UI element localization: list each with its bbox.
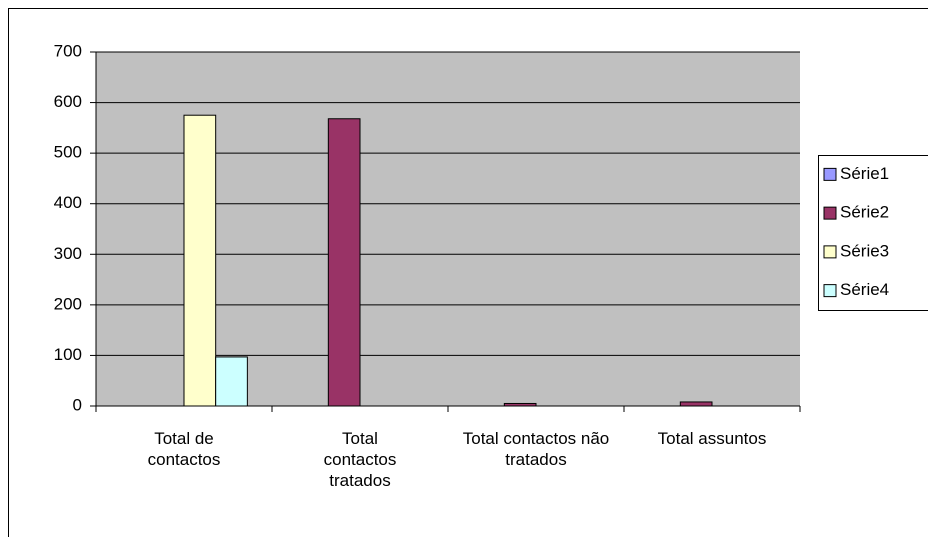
legend-label: Série4 xyxy=(840,280,889,299)
y-tick-label: 300 xyxy=(54,244,82,263)
legend-label: Série1 xyxy=(840,164,889,183)
bar xyxy=(503,402,537,407)
x-tick-label: Total contactos tratados xyxy=(323,429,397,490)
y-tick-label: 100 xyxy=(54,345,82,364)
x-tick-label: Total contactos não tratados xyxy=(462,429,610,469)
y-tick-label: 400 xyxy=(54,193,82,212)
bar xyxy=(215,356,248,407)
y-tick-label: 0 xyxy=(73,395,82,414)
x-tick-label: Total de contactos xyxy=(147,429,221,469)
y-tick-label: 500 xyxy=(54,143,82,162)
legend-box xyxy=(818,155,928,311)
bar xyxy=(183,114,217,407)
y-tick-label: 200 xyxy=(54,294,82,313)
legend-swatch xyxy=(823,167,837,181)
bar xyxy=(327,118,361,407)
legend-swatch xyxy=(823,284,837,298)
legend-swatch xyxy=(823,206,837,220)
legend-swatch xyxy=(823,245,837,259)
y-tick-label: 600 xyxy=(54,92,82,111)
x-tick-label: Total assuntos xyxy=(657,429,767,448)
legend-label: Série2 xyxy=(840,203,889,222)
bar xyxy=(679,401,713,407)
y-tick-label: 700 xyxy=(54,41,82,60)
legend-label: Série3 xyxy=(840,241,889,260)
